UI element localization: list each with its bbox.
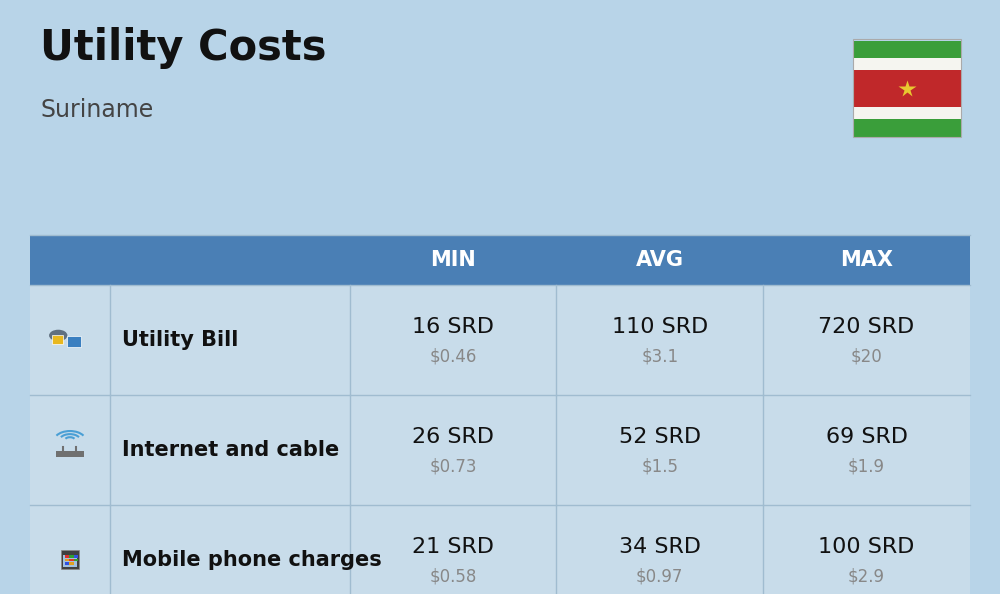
Text: $20: $20: [851, 347, 882, 365]
Text: $0.97: $0.97: [636, 567, 683, 585]
Text: Utility Bill: Utility Bill: [122, 330, 238, 350]
Bar: [853, 70, 961, 107]
Bar: [52, 336, 63, 344]
Text: 69 SRD: 69 SRD: [826, 426, 908, 447]
Text: 100 SRD: 100 SRD: [818, 536, 915, 557]
Bar: [853, 107, 961, 119]
Text: 26 SRD: 26 SRD: [412, 426, 494, 447]
Text: $0.46: $0.46: [429, 347, 477, 365]
Bar: [69, 562, 74, 565]
Bar: [69, 559, 74, 561]
Text: 110 SRD: 110 SRD: [612, 317, 708, 337]
Bar: [30, 505, 970, 594]
Bar: [853, 40, 961, 58]
Text: 16 SRD: 16 SRD: [412, 317, 494, 337]
Text: $3.1: $3.1: [641, 347, 678, 365]
Bar: [65, 562, 69, 565]
Text: $2.9: $2.9: [848, 567, 885, 585]
Bar: [65, 555, 69, 558]
Text: 34 SRD: 34 SRD: [619, 536, 701, 557]
Bar: [74, 559, 78, 561]
Text: 52 SRD: 52 SRD: [619, 426, 701, 447]
Text: AVG: AVG: [636, 250, 684, 270]
Text: $0.73: $0.73: [429, 457, 477, 475]
Text: Suriname: Suriname: [40, 98, 153, 122]
Text: $0.58: $0.58: [429, 567, 477, 585]
Bar: [30, 235, 970, 285]
Bar: [69, 555, 74, 558]
Bar: [74, 555, 78, 558]
Text: 21 SRD: 21 SRD: [412, 536, 494, 557]
Text: Utility Costs: Utility Costs: [40, 27, 326, 69]
Bar: [65, 559, 69, 561]
Bar: [56, 451, 84, 457]
Bar: [30, 395, 970, 505]
Bar: [67, 336, 81, 347]
Bar: [63, 555, 77, 567]
Text: MIN: MIN: [430, 250, 476, 270]
Circle shape: [50, 330, 67, 340]
Text: 720 SRD: 720 SRD: [818, 317, 915, 337]
Text: MAX: MAX: [840, 250, 893, 270]
Bar: [853, 39, 961, 137]
Text: Internet and cable: Internet and cable: [122, 440, 339, 460]
Text: $1.9: $1.9: [848, 457, 885, 475]
Bar: [853, 119, 961, 137]
Bar: [853, 58, 961, 70]
Bar: [30, 285, 970, 395]
Text: Mobile phone charges: Mobile phone charges: [122, 550, 382, 570]
Bar: [61, 550, 79, 570]
Text: $1.5: $1.5: [641, 457, 678, 475]
